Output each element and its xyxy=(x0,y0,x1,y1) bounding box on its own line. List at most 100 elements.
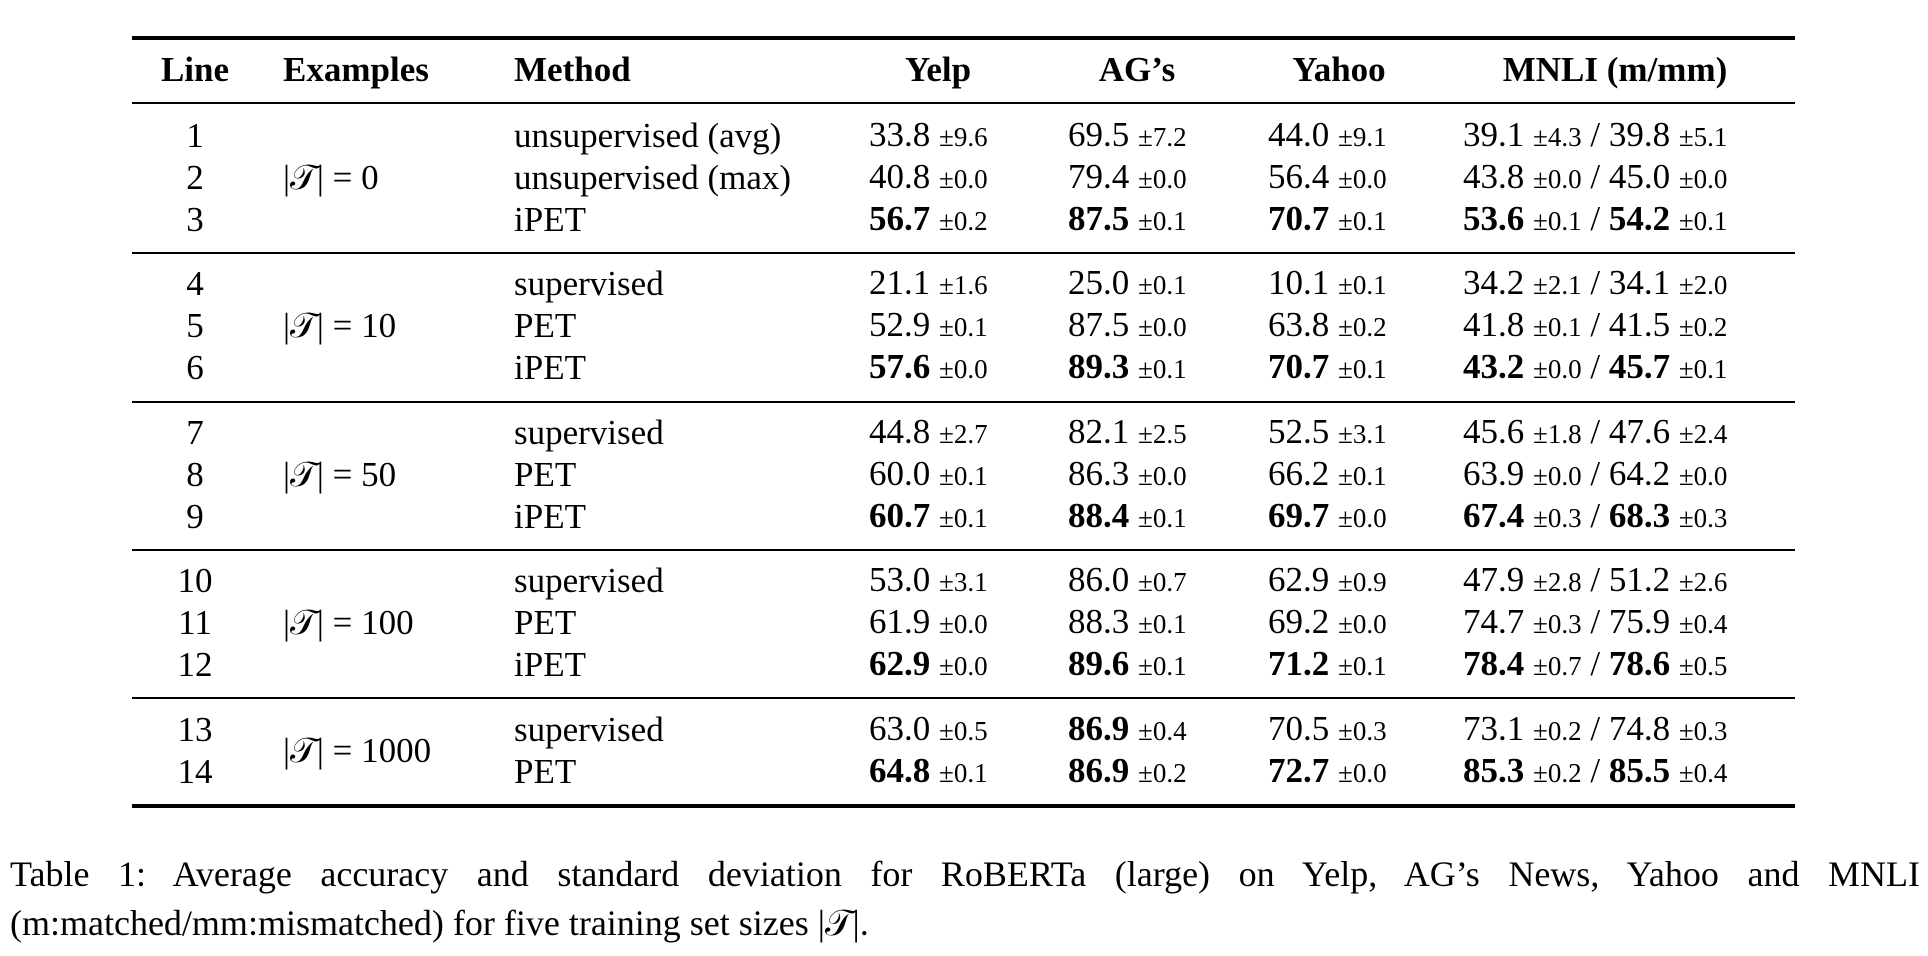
std: ±0.1 xyxy=(1533,206,1582,236)
std: ±0.0 xyxy=(939,354,988,384)
cell: 86.9 ±0.4 xyxy=(1068,708,1187,752)
mean: 44.8 xyxy=(869,412,931,451)
mean: 34.2 xyxy=(1463,263,1525,302)
mean: 78.4 xyxy=(1463,644,1525,683)
mean: 72.7 xyxy=(1268,751,1330,790)
cell: 52.9 ±0.1 xyxy=(869,304,988,348)
separator: / xyxy=(1590,496,1601,535)
mean: 78.6 xyxy=(1608,644,1671,683)
mean: 87.5 xyxy=(1068,199,1130,238)
group-rule xyxy=(132,401,1795,403)
group-rule xyxy=(132,549,1795,551)
line-number: 1 xyxy=(186,116,204,155)
mean: 45.7 xyxy=(1608,347,1671,386)
cell: 64.8 ±0.1 xyxy=(869,750,988,794)
std: ±2.5 xyxy=(1138,419,1187,449)
mean: 70.7 xyxy=(1268,199,1330,238)
mean: 47.6 xyxy=(1608,412,1671,451)
mean: 66.2 xyxy=(1268,454,1330,493)
std: ±0.2 xyxy=(939,206,988,236)
separator: / xyxy=(1590,347,1601,386)
line-number: 6 xyxy=(186,348,204,387)
std: ±0.0 xyxy=(1138,312,1187,342)
cell: 44.0 ±9.1 xyxy=(1268,114,1387,158)
cell: 57.6 ±0.0 xyxy=(869,346,988,390)
group-rule xyxy=(132,697,1795,699)
mean: 68.3 xyxy=(1608,496,1671,535)
cell: 86.0 ±0.7 xyxy=(1068,559,1187,603)
std: ±0.1 xyxy=(1533,312,1582,342)
mean: 74.8 xyxy=(1608,709,1671,748)
column-header: AG’s xyxy=(1098,50,1176,89)
mean: 39.8 xyxy=(1608,115,1671,154)
cell: 10.1 ±0.1 xyxy=(1268,262,1387,306)
std: ±0.1 xyxy=(1138,609,1187,639)
line-number: 12 xyxy=(177,645,213,684)
std: ±0.1 xyxy=(1678,206,1728,236)
mean: 64.2 xyxy=(1608,454,1671,493)
mean: 63.0 xyxy=(869,709,931,748)
cell: 87.5 ±0.1 xyxy=(1068,198,1187,242)
method: iPET xyxy=(514,200,586,239)
line-number: 10 xyxy=(177,561,213,600)
mean: 64.8 xyxy=(869,751,931,790)
cell: 40.8 ±0.0 xyxy=(869,156,988,200)
cell: 33.8 ±9.6 xyxy=(869,114,988,158)
separator: / xyxy=(1590,263,1601,302)
std: ±0.3 xyxy=(1678,716,1728,746)
mean: 86.9 xyxy=(1068,709,1130,748)
std: ±2.0 xyxy=(1678,270,1728,300)
mean: 10.1 xyxy=(1268,263,1330,302)
mean: 60.0 xyxy=(869,454,931,493)
std: ±0.2 xyxy=(1533,716,1582,746)
separator: / xyxy=(1590,412,1601,451)
mean: 88.4 xyxy=(1068,496,1130,535)
method: PET xyxy=(514,603,577,642)
mean: 85.5 xyxy=(1608,751,1671,790)
mean: 79.4 xyxy=(1068,157,1130,196)
cell-mnli: 74.7 ±0.3 / 75.9 ±0.4 xyxy=(1463,601,1727,645)
cell: 62.9 ±0.0 xyxy=(869,643,988,687)
std: ±0.0 xyxy=(939,164,988,194)
std: ±0.1 xyxy=(1138,503,1187,533)
std: ±0.0 xyxy=(1338,164,1387,194)
mean: 86.3 xyxy=(1068,454,1130,493)
std: ±0.7 xyxy=(1138,567,1187,597)
cell-mnli: 85.3 ±0.2 / 85.5 ±0.4 xyxy=(1463,750,1727,794)
mean: 63.9 xyxy=(1463,454,1525,493)
std: ±0.0 xyxy=(1338,609,1387,639)
cell: 53.0 ±3.1 xyxy=(869,559,988,603)
mean: 73.1 xyxy=(1463,709,1525,748)
mean: 44.0 xyxy=(1268,115,1330,154)
mean: 43.8 xyxy=(1463,157,1525,196)
std: ±0.1 xyxy=(1138,354,1187,384)
mean: 82.1 xyxy=(1068,412,1130,451)
separator: / xyxy=(1590,115,1601,154)
std: ±0.3 xyxy=(1338,716,1387,746)
cell: 71.2 ±0.1 xyxy=(1268,643,1387,687)
separator: / xyxy=(1590,602,1601,641)
cell: 69.7 ±0.0 xyxy=(1268,495,1387,539)
cell-mnli: 73.1 ±0.2 / 74.8 ±0.3 xyxy=(1463,708,1727,752)
mean: 39.1 xyxy=(1463,115,1525,154)
std: ±0.0 xyxy=(1138,164,1187,194)
mean: 56.4 xyxy=(1268,157,1330,196)
mean: 33.8 xyxy=(869,115,931,154)
std: ±0.5 xyxy=(939,716,988,746)
std: ±0.5 xyxy=(1678,651,1728,681)
separator: / xyxy=(1590,560,1601,599)
mean: 86.0 xyxy=(1068,560,1130,599)
examples: |𝒯| = 1000 xyxy=(283,731,432,770)
std: ±0.0 xyxy=(1338,503,1387,533)
cell: 69.5 ±7.2 xyxy=(1068,114,1187,158)
header-rule xyxy=(132,102,1795,104)
line-number: 5 xyxy=(186,306,204,345)
cell-mnli: 43.2 ±0.0 / 45.7 ±0.1 xyxy=(1463,346,1727,390)
method: unsupervised (avg) xyxy=(514,116,782,155)
mean: 63.8 xyxy=(1268,305,1330,344)
cell: 70.5 ±0.3 xyxy=(1268,708,1387,752)
mean: 69.2 xyxy=(1268,602,1330,641)
cell: 70.7 ±0.1 xyxy=(1268,346,1387,390)
cell: 87.5 ±0.0 xyxy=(1068,304,1187,348)
